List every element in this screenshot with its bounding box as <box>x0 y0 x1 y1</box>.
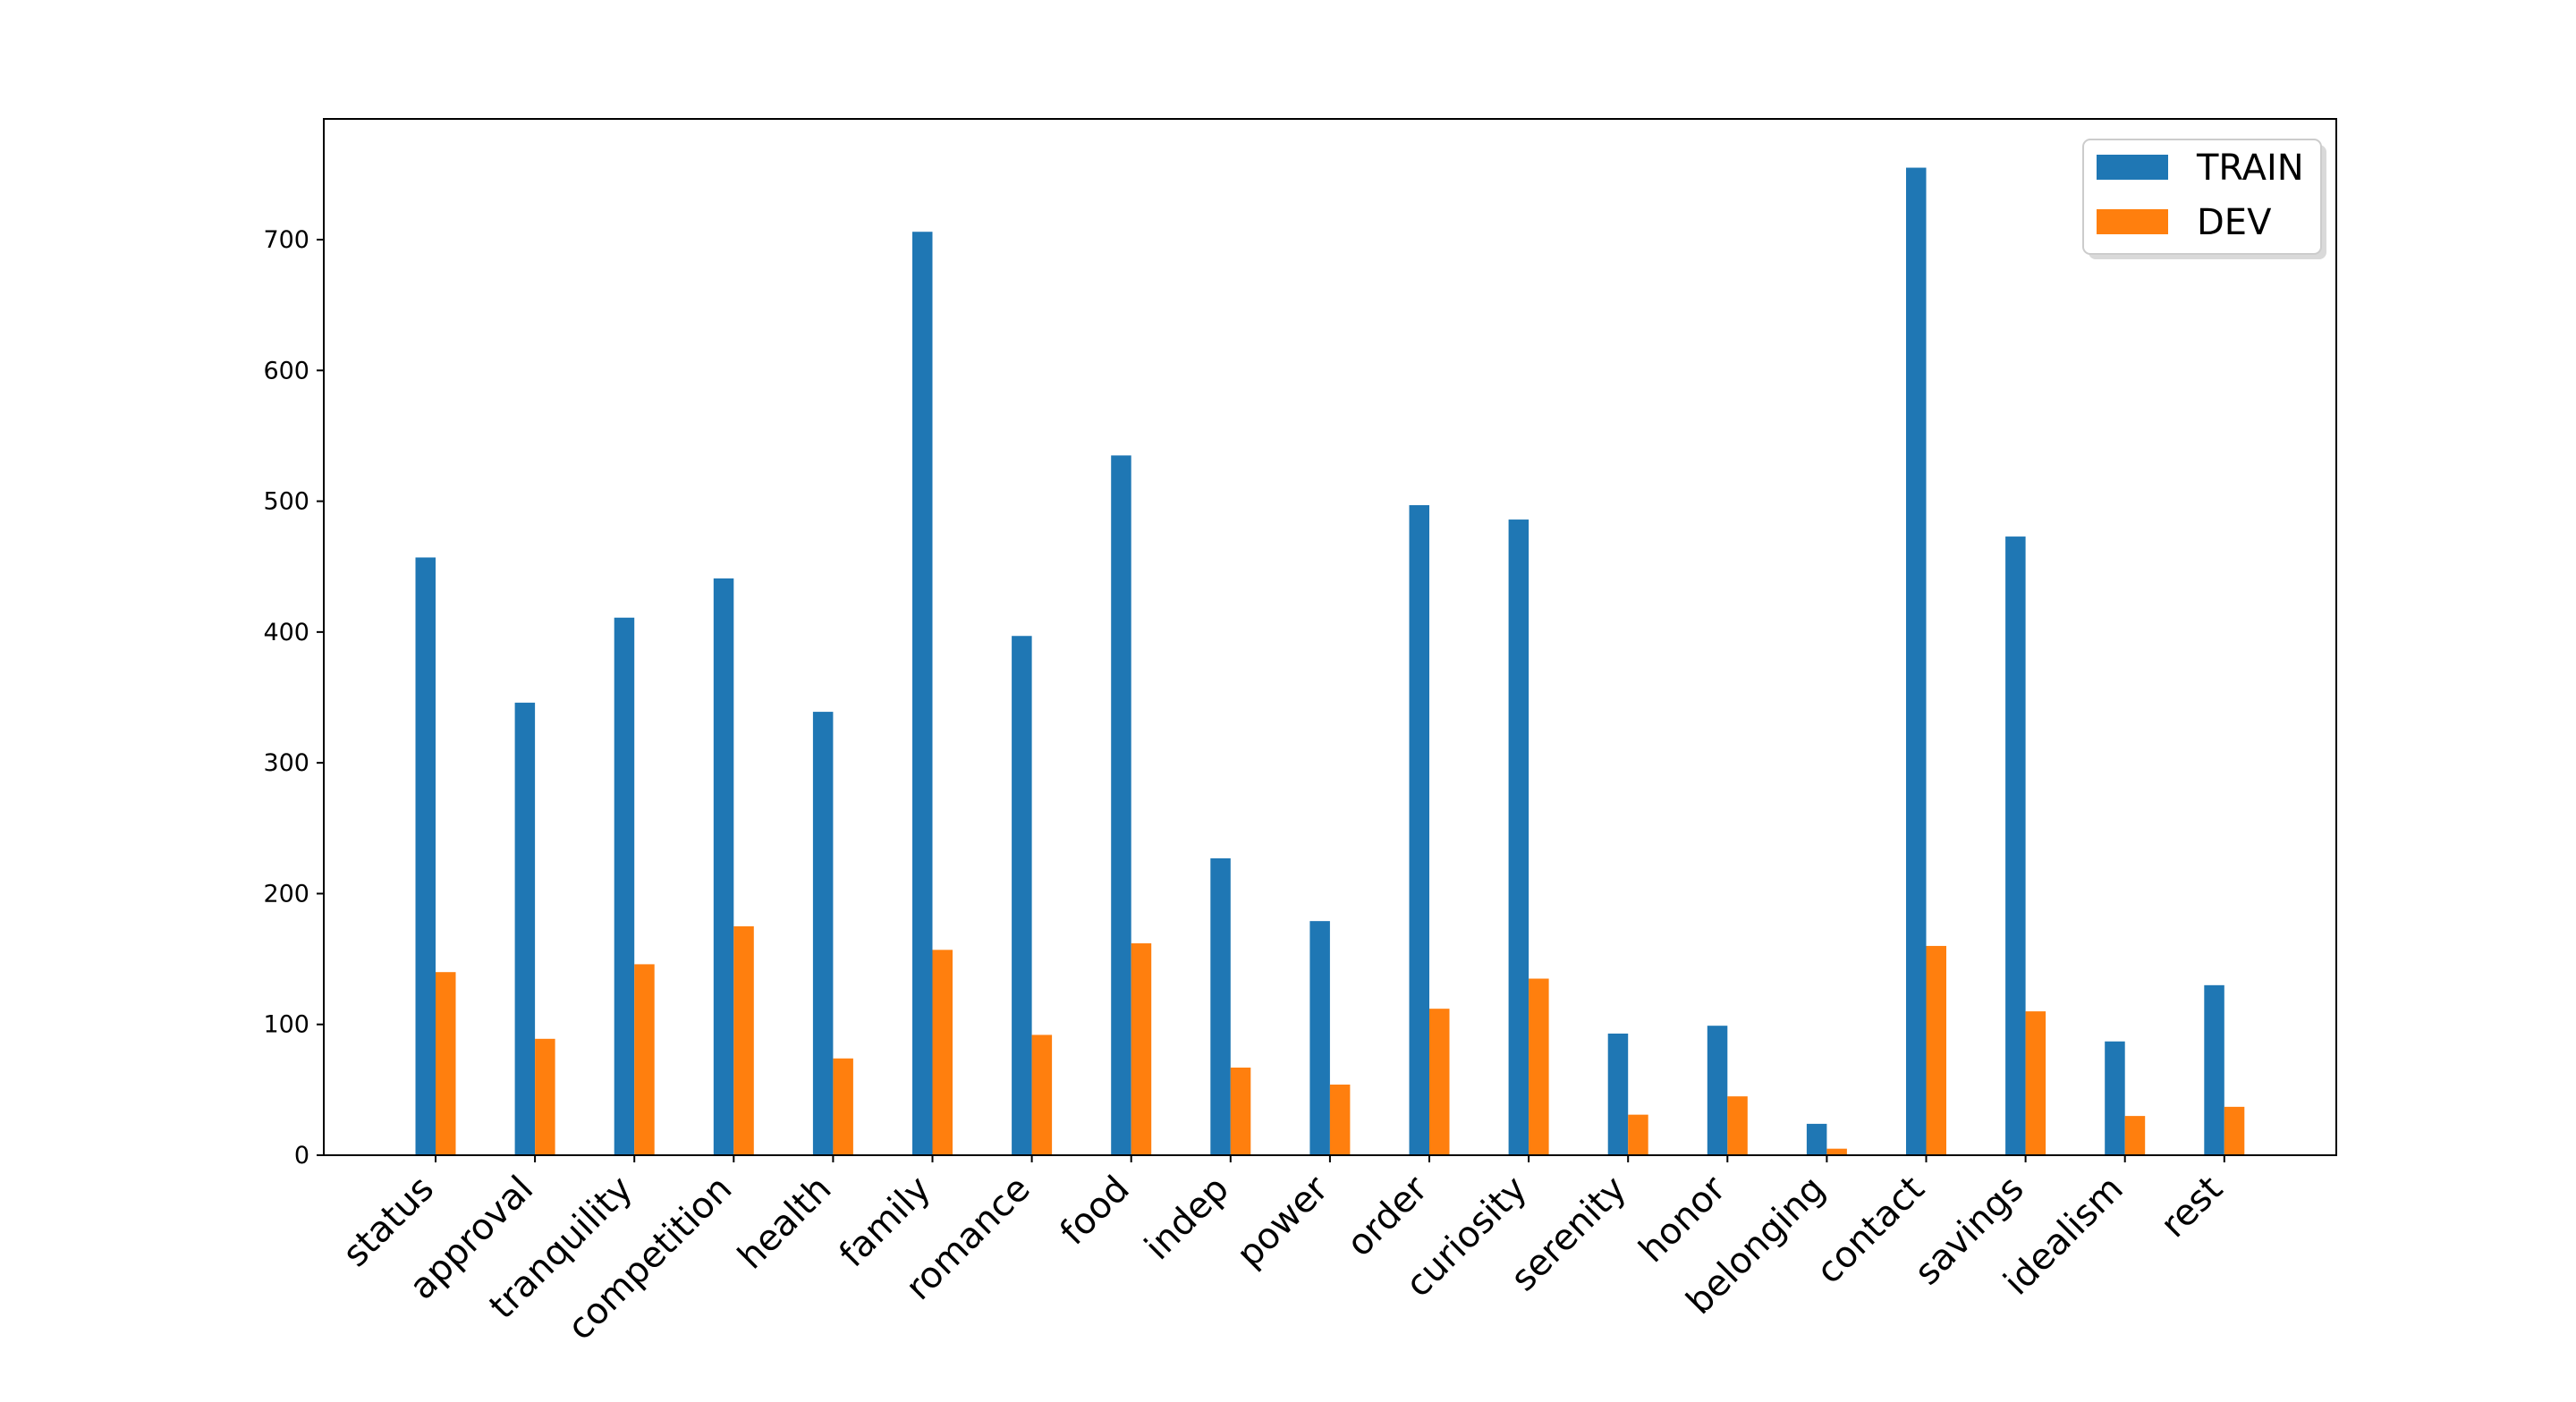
bar-train-approval <box>514 702 536 1155</box>
y-tick-label: 400 <box>263 619 309 646</box>
bar-train-rest <box>2204 984 2224 1155</box>
bar-dev-approval <box>535 1038 555 1155</box>
legend-label-train: TRAIN <box>2196 148 2304 189</box>
bar-train-savings <box>2005 536 2026 1155</box>
y-tick-label: 600 <box>263 357 309 384</box>
bar-train-contact <box>1906 167 1927 1155</box>
x-axis: statusapprovaltranquilitycompetitionheal… <box>335 1155 2231 1348</box>
x-tick-label-rest: rest <box>2153 1169 2231 1246</box>
y-tick-label: 500 <box>263 488 309 516</box>
bar-dev-romance <box>1031 1035 1053 1155</box>
bar-train-tranquility <box>614 617 635 1155</box>
x-tick-label-power: power <box>1229 1168 1336 1275</box>
bar-dev-curiosity <box>1529 978 1549 1155</box>
x-tick-label-indep: indep <box>1137 1169 1237 1269</box>
bar-dev-family <box>932 950 953 1155</box>
bar-train-indep <box>1210 857 1231 1155</box>
x-tick-label-health: health <box>730 1169 839 1278</box>
bar-train-health <box>812 712 834 1155</box>
bar-train-family <box>912 232 933 1156</box>
bar-train-status <box>415 557 436 1155</box>
bar-dev-honor <box>1727 1096 1748 1155</box>
y-tick-label: 300 <box>263 749 309 777</box>
bar-train-idealism <box>2105 1041 2125 1155</box>
bar-dev-savings <box>2025 1011 2046 1155</box>
legend-label-dev: DEV <box>2197 202 2272 243</box>
bar-dev-power <box>1329 1085 1351 1155</box>
bar-train-serenity <box>1607 1033 1629 1155</box>
y-tick-label: 0 <box>294 1142 309 1170</box>
bar-dev-tranquility <box>634 964 655 1155</box>
bar-train-power <box>1309 921 1330 1155</box>
legend-swatch-dev <box>2097 209 2168 234</box>
x-tick-label-order: order <box>1339 1168 1436 1264</box>
bar-dev-competition <box>733 926 754 1155</box>
bar-dev-contact <box>1926 945 1946 1155</box>
legend: TRAIN DEV <box>2082 139 2326 259</box>
bar-train-competition <box>713 578 734 1155</box>
bar-train-honor <box>1707 1026 1728 1155</box>
bar-dev-serenity <box>1628 1114 1648 1155</box>
bar-dev-indep <box>1230 1067 1251 1155</box>
bar-train-romance <box>1012 636 1032 1155</box>
bar-dev-order <box>1429 1009 1450 1155</box>
y-tick-label: 700 <box>263 226 309 254</box>
bar-dev-status <box>436 972 456 1155</box>
bar-train-curiosity <box>1508 519 1530 1155</box>
y-axis: 0 100 200 300 400 500 600 700 <box>263 226 324 1170</box>
bar-train-food <box>1111 455 1131 1155</box>
bar-train-order <box>1409 504 1429 1155</box>
y-tick-label: 100 <box>263 1011 309 1039</box>
legend-swatch-train <box>2097 155 2168 180</box>
x-tick-label-contact: contact <box>1809 1169 1932 1292</box>
bar-train-belonging <box>1806 1123 1827 1155</box>
bar-dev-belonging <box>1826 1148 1847 1155</box>
bar-dev-food <box>1131 943 1152 1155</box>
x-tick-label-food: food <box>1053 1169 1138 1254</box>
y-tick-label: 200 <box>263 880 309 908</box>
bar-dev-idealism <box>2124 1116 2146 1155</box>
bar-dev-health <box>833 1058 853 1155</box>
bar-dev-rest <box>2224 1106 2245 1155</box>
bars-layer <box>415 167 2245 1156</box>
